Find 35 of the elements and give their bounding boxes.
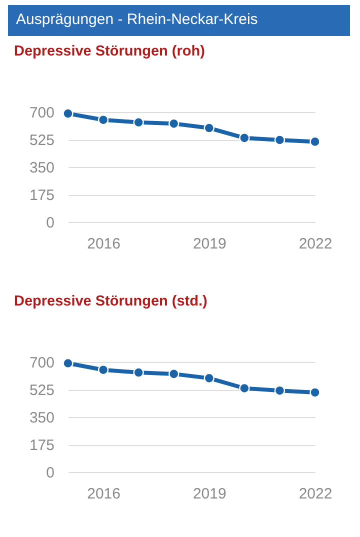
y-tick-label: 700	[29, 104, 54, 122]
point	[98, 114, 109, 126]
x-tick-label: 2019	[192, 486, 226, 502]
x-tick-label: 2016	[87, 486, 120, 502]
point	[239, 382, 250, 394]
y-tick-label: 0	[46, 464, 54, 482]
y-tick-label: 175	[29, 437, 54, 454]
point	[239, 132, 250, 144]
point	[274, 134, 286, 146]
y-tick-label: 525	[29, 382, 54, 399]
y-tick-label: 350	[29, 160, 54, 176]
text: Ausprägungen - Rhein-Neckar-Kreis	[8, 5, 350, 36]
point	[168, 368, 180, 380]
point	[133, 367, 144, 378]
y-tick-label: 525	[29, 132, 54, 149]
y-tick-label: 0	[46, 214, 54, 232]
x-tick-label: 2022	[298, 236, 332, 252]
x-tick-label: 2022	[298, 486, 332, 502]
y-tick-label: 350	[29, 410, 54, 426]
y-tick-label: 700	[29, 354, 54, 372]
point	[62, 108, 74, 119]
point	[98, 364, 109, 376]
x-tick-label: 2019	[192, 236, 226, 252]
point	[168, 118, 180, 129]
chart-title: Depressive Störungen (roh)	[14, 44, 206, 60]
point	[274, 385, 286, 396]
point	[204, 372, 214, 384]
y-tick-label: 175	[29, 187, 54, 204]
point	[310, 136, 320, 148]
point	[133, 117, 144, 128]
point	[310, 387, 320, 398]
x-tick-label: 2016	[87, 236, 120, 252]
point	[62, 358, 74, 369]
point	[204, 122, 214, 134]
chart-title: Depressive Störungen (std.)	[14, 294, 208, 310]
